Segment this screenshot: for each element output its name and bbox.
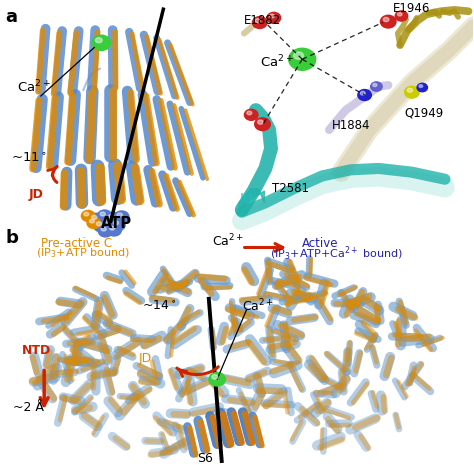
Ellipse shape [407,88,412,92]
Text: E1882: E1882 [244,14,281,27]
Text: ~14$^\circ$: ~14$^\circ$ [143,300,177,313]
Ellipse shape [383,18,389,22]
Text: Pre-active C: Pre-active C [41,237,112,250]
Text: Ca$^{2+}$: Ca$^{2+}$ [212,233,245,250]
Ellipse shape [405,86,419,98]
Ellipse shape [245,109,258,120]
Polygon shape [239,189,264,210]
Text: S6: S6 [197,452,213,465]
Text: T2581: T2581 [273,182,310,195]
Ellipse shape [109,214,114,219]
Ellipse shape [358,90,371,100]
Ellipse shape [114,211,129,223]
Text: NTD: NTD [22,345,51,357]
Ellipse shape [107,224,121,236]
Ellipse shape [381,15,396,28]
Text: a: a [5,8,18,26]
Ellipse shape [209,373,226,386]
Ellipse shape [373,83,377,87]
Text: Ca$^{2+}$: Ca$^{2+}$ [260,54,294,70]
Text: Ca$^{2+}$: Ca$^{2+}$ [242,298,274,315]
Text: (IP$_3$+ATP+Ca$^{2+}$ bound): (IP$_3$+ATP+Ca$^{2+}$ bound) [270,245,403,263]
Ellipse shape [89,213,103,225]
Ellipse shape [247,111,252,115]
Ellipse shape [92,35,111,50]
Text: JD: JD [29,188,44,201]
Ellipse shape [395,11,408,21]
Ellipse shape [417,83,428,92]
Ellipse shape [87,218,100,228]
Ellipse shape [100,212,105,216]
Ellipse shape [110,219,125,231]
Ellipse shape [98,225,113,237]
Ellipse shape [267,12,281,23]
Ellipse shape [105,219,110,223]
Ellipse shape [289,48,316,70]
Ellipse shape [270,14,274,18]
Text: E1946: E1946 [393,2,430,15]
Ellipse shape [84,212,89,216]
Ellipse shape [97,210,112,222]
Text: Active: Active [302,237,339,250]
Ellipse shape [90,219,94,223]
Ellipse shape [212,374,218,379]
Text: ATP: ATP [101,216,132,230]
Ellipse shape [255,18,260,23]
Ellipse shape [257,120,263,124]
Ellipse shape [106,212,120,224]
Text: ~11$^\circ$: ~11$^\circ$ [11,152,47,164]
Ellipse shape [117,213,122,217]
Ellipse shape [95,38,102,43]
Ellipse shape [360,91,365,95]
Ellipse shape [91,215,97,219]
Ellipse shape [113,221,118,225]
Text: Q1949: Q1949 [405,107,444,120]
Text: ~2 Å: ~2 Å [12,401,44,414]
Text: Ca$^{2+}$: Ca$^{2+}$ [17,78,51,95]
Text: (IP$_3$+ATP bound): (IP$_3$+ATP bound) [36,247,130,260]
Ellipse shape [96,222,101,226]
Ellipse shape [109,226,115,230]
Ellipse shape [82,210,95,221]
Text: JD: JD [139,352,152,365]
Text: b: b [5,229,18,247]
Ellipse shape [102,217,117,229]
Ellipse shape [371,82,382,91]
Ellipse shape [293,52,303,59]
Ellipse shape [101,227,106,231]
Ellipse shape [419,85,423,88]
Ellipse shape [255,118,270,130]
Ellipse shape [93,220,108,232]
Ellipse shape [398,13,402,16]
Ellipse shape [253,17,267,28]
Text: JD: JD [239,191,254,205]
Text: H1884: H1884 [331,118,370,132]
